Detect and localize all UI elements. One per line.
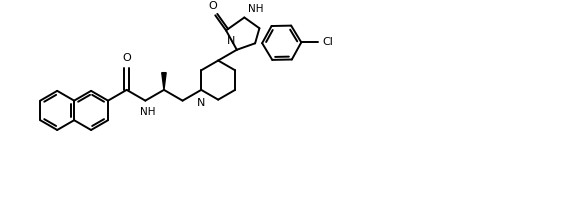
Text: N: N bbox=[227, 36, 235, 46]
Text: NH: NH bbox=[248, 4, 264, 14]
Text: O: O bbox=[208, 1, 217, 11]
Text: NH: NH bbox=[141, 108, 156, 117]
Text: O: O bbox=[122, 53, 131, 63]
Text: N: N bbox=[197, 98, 206, 108]
Text: Cl: Cl bbox=[322, 37, 333, 47]
Polygon shape bbox=[162, 73, 166, 90]
